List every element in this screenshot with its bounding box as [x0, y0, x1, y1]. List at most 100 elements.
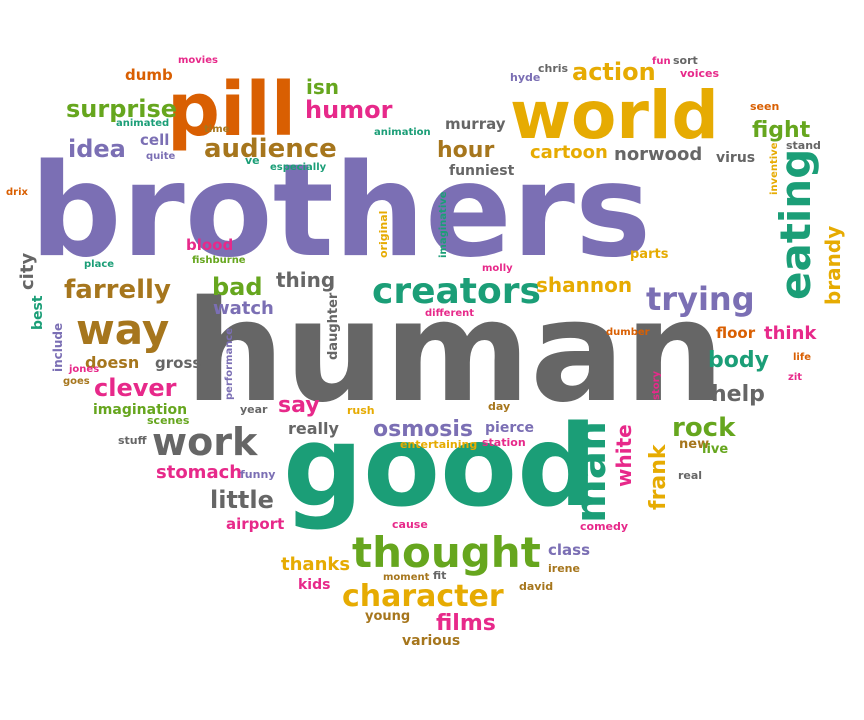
word-pierce: pierce: [485, 420, 534, 436]
word-place: place: [84, 259, 114, 270]
word-station: station: [482, 436, 526, 449]
word-films: films: [436, 611, 496, 636]
word-surprise: surprise: [66, 95, 177, 123]
word-ve: ve: [245, 154, 260, 167]
word-dumb: dumb: [125, 66, 173, 84]
word-entertaining: entertaining: [400, 438, 477, 451]
word-zit: zit: [788, 372, 802, 383]
word-stand: stand: [786, 139, 821, 152]
word-scenes: scenes: [147, 414, 190, 427]
word-year: year: [240, 403, 268, 416]
word-fit: fit: [433, 569, 446, 582]
word-imagination: imagination: [93, 402, 187, 418]
word-best: best: [30, 295, 46, 330]
word-story: story: [651, 370, 662, 400]
word-clever: clever: [94, 374, 177, 402]
word-think: think: [764, 323, 817, 344]
word-cell: cell: [140, 131, 169, 149]
word-say: say: [278, 393, 320, 418]
word-murray: murray: [445, 115, 506, 133]
word-new: new: [679, 437, 709, 452]
word-airport: airport: [226, 515, 284, 533]
word-humor: humor: [305, 96, 393, 124]
word-city: city: [17, 253, 38, 290]
word-floor: floor: [716, 324, 756, 342]
word-quite: quite: [146, 151, 175, 162]
word-audience: audience: [204, 134, 337, 164]
word-funny: funny: [240, 468, 275, 481]
word-character: character: [342, 579, 504, 614]
word-fight: fight: [752, 118, 811, 143]
word-action: action: [572, 58, 656, 86]
word-doesn: doesn: [85, 353, 139, 372]
word-human: human: [185, 271, 724, 434]
word-trying: trying: [646, 280, 755, 318]
word-cause: cause: [392, 518, 428, 531]
word-pill: pill: [167, 67, 296, 153]
word-body: body: [708, 348, 769, 373]
word-kids: kids: [298, 577, 330, 593]
word-shannon: shannon: [536, 273, 632, 297]
word-stuff: stuff: [118, 434, 147, 447]
word-seen: seen: [750, 100, 779, 113]
word-rush: rush: [347, 404, 375, 417]
word-david: david: [519, 580, 553, 593]
word-drix: drix: [6, 187, 29, 198]
word-good: good: [283, 402, 597, 532]
word-eating: eating: [771, 149, 820, 300]
word-jones: jones: [68, 364, 99, 375]
word-world: world: [510, 77, 719, 154]
word-isn: isn: [306, 75, 339, 99]
word-watch: watch: [213, 298, 274, 319]
word-goes: goes: [63, 376, 90, 387]
word-thought: thought: [352, 528, 541, 577]
word-chris: chris: [538, 62, 569, 75]
word-cartoon: cartoon: [530, 142, 608, 163]
word-young: young: [365, 609, 410, 624]
word-thanks: thanks: [281, 554, 350, 575]
word-moment: moment: [383, 572, 430, 583]
word-norwood: norwood: [614, 144, 702, 165]
word-help: help: [711, 382, 765, 407]
word-funniest: funniest: [449, 163, 515, 179]
word-day: day: [488, 400, 510, 413]
word-idea: idea: [68, 135, 126, 163]
word-work: work: [152, 420, 258, 464]
word-man: man: [566, 421, 615, 523]
word-frank: frank: [646, 443, 671, 510]
word-fun: fun: [652, 56, 671, 67]
word-brothers: brothers: [30, 137, 651, 286]
word-creators: creators: [372, 271, 541, 312]
word-inventive: inventive: [769, 142, 780, 195]
word-rock: rock: [672, 413, 736, 443]
word-farrelly: farrelly: [64, 275, 171, 305]
word-stomach: stomach: [156, 462, 242, 483]
word-molly: molly: [482, 263, 513, 274]
word-gross: gross: [155, 354, 201, 372]
word-live: live: [702, 442, 728, 457]
word-voices: voices: [680, 67, 719, 80]
word-especially: especially: [270, 162, 327, 173]
word-real: real: [678, 469, 702, 482]
word-animation: animation: [374, 127, 431, 138]
word-white: white: [612, 424, 636, 487]
word-brandy: brandy: [821, 226, 845, 305]
word-bad: bad: [212, 273, 263, 301]
word-time: time: [204, 124, 230, 135]
word-really: really: [288, 419, 340, 438]
word-comedy: comedy: [580, 520, 628, 533]
word-original: original: [377, 211, 390, 258]
word-life: life: [793, 352, 811, 363]
word-movies: movies: [178, 55, 218, 66]
word-little: little: [210, 486, 274, 514]
word-way: way: [76, 305, 169, 354]
word-parts: parts: [630, 247, 669, 262]
word-different: different: [425, 308, 474, 319]
word-various: various: [402, 633, 460, 649]
word-hour: hour: [437, 138, 494, 163]
word-imaginative: imaginative: [438, 191, 449, 258]
word-dumber: dumber: [606, 327, 650, 338]
word-osmosis: osmosis: [373, 417, 473, 442]
